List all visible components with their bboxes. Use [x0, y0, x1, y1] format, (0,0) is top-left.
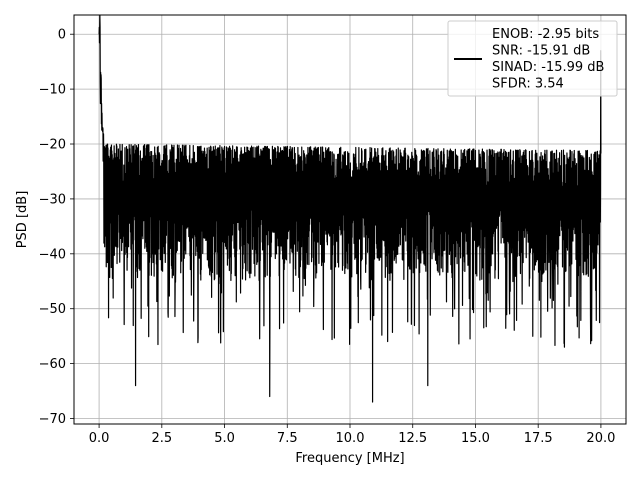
- legend-snr-text: SNR: -15.91 dB: [492, 44, 590, 59]
- y-axis-label: PSD [dB]: [15, 191, 30, 249]
- x-tick-label: 12.5: [398, 431, 427, 446]
- x-tick-label: 5.0: [214, 431, 235, 446]
- legend-enob-text: ENOB: -2.95 bits: [492, 27, 599, 42]
- axis-ticks: 0.0 2.5 5.0 7.5 10.0 12.5 15.0 17.5 20.0 0 −10 −20 −…: [39, 28, 616, 446]
- legend: ENOB: -2.95 bits SNR: -15.91 dB SINAD: -…: [447, 20, 618, 97]
- x-tick-label: 10.0: [336, 431, 365, 446]
- x-axis-label: Frequency [MHz]: [295, 451, 404, 466]
- x-tick-label: 2.5: [151, 431, 172, 446]
- y-tick-label: −30: [39, 192, 66, 207]
- plot-data: [98, 15, 602, 403]
- y-tick-label: 0: [58, 28, 66, 43]
- y-tick-label: −50: [39, 302, 66, 317]
- y-tick-label: −60: [39, 357, 66, 372]
- y-tick-label: −20: [39, 138, 66, 153]
- legend-sfdr-text: SFDR: 3.54: [492, 77, 564, 92]
- legend-sinad-text: SINAD: -15.99 dB: [492, 60, 604, 75]
- x-tick-label: 20.0: [586, 431, 615, 446]
- psd-series-line: [98, 15, 602, 403]
- y-tick-label: −10: [39, 83, 66, 98]
- x-tick-label: 15.0: [461, 431, 490, 446]
- y-tick-label: −70: [39, 412, 66, 427]
- x-tick-label: 0.0: [89, 431, 110, 446]
- legend-box: [447, 20, 618, 97]
- x-tick-label: 7.5: [277, 431, 298, 446]
- x-tick-label: 17.5: [524, 431, 553, 446]
- y-tick-label: −40: [39, 247, 66, 262]
